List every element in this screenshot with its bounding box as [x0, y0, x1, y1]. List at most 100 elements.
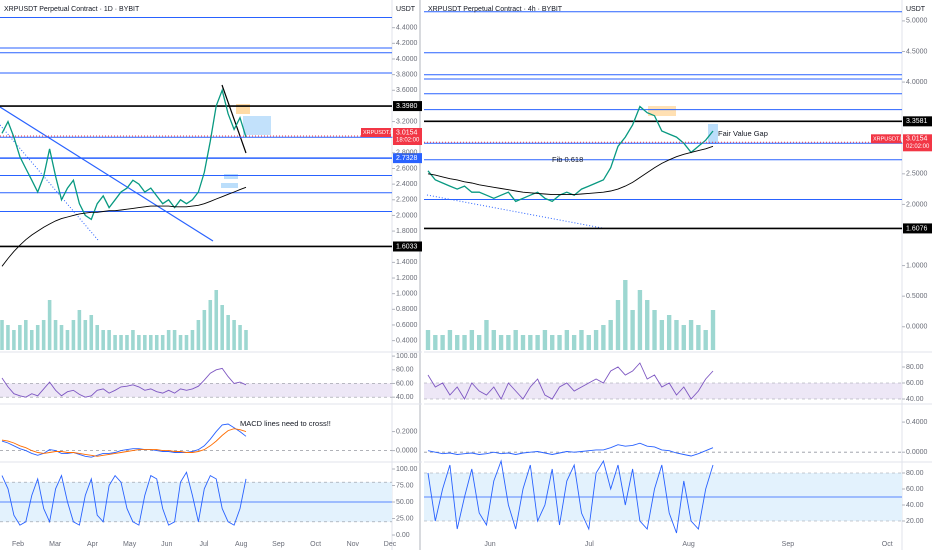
y-tick-label: 60.00: [906, 380, 924, 387]
volume-bar: [119, 335, 123, 350]
volume-bar: [557, 335, 562, 350]
fair-value-gap: [243, 116, 271, 135]
trend-line: [221, 84, 247, 154]
volume-bar: [160, 335, 165, 350]
y-tick-label: 3.2000: [396, 118, 418, 125]
level-label: 3.3980: [396, 103, 418, 110]
fair-value-gap: [708, 124, 718, 144]
volume-bar: [53, 320, 58, 350]
y-tick-label: 100.00: [396, 466, 418, 473]
volume-bar: [220, 305, 224, 350]
volume-bar: [172, 330, 177, 350]
y-tick-label: 1.0000: [906, 262, 928, 269]
volume-bar: [232, 320, 236, 350]
series-line: [1, 471, 247, 526]
volume-bar: [645, 300, 650, 350]
y-tick-label: 1.4000: [396, 259, 418, 266]
y-tick-label: 2.6000: [396, 165, 418, 172]
volume-bar: [196, 320, 201, 350]
volume-bar: [6, 325, 10, 350]
volume-bar: [89, 315, 94, 350]
volume-bar: [226, 315, 230, 350]
fair-value-gap: [221, 183, 238, 188]
y-tick-label: 2.4000: [396, 181, 418, 188]
y-tick-label: 0.5000: [906, 293, 928, 300]
y-tick-label: 0.0000: [906, 449, 928, 456]
volume-bar: [425, 330, 431, 350]
y-tick-label: 1.2000: [396, 275, 418, 282]
volume-bar: [652, 310, 657, 350]
x-tick-label: Sep: [782, 541, 795, 548]
volume-bar: [202, 310, 207, 350]
volume-bar: [148, 335, 153, 350]
y-tick-label: 0.4000: [396, 337, 418, 344]
level-tag: [393, 153, 422, 164]
countdown-label: 02:02:00: [906, 144, 930, 150]
chart-title: XRPUSDT Perpetual Contract · 4h · BYBIT: [428, 6, 563, 13]
volume-bar: [506, 335, 511, 350]
level-label: 1.6076: [906, 225, 928, 232]
volume-bar: [535, 335, 540, 350]
y-tick-label: 2.0000: [396, 212, 418, 219]
volume-bar: [433, 335, 438, 350]
level-tag: [903, 223, 932, 234]
series-line: [1, 88, 247, 221]
last-price-label: 3.0154: [906, 136, 928, 143]
volume-bar: [154, 335, 159, 350]
x-tick-label: Dec: [384, 541, 397, 548]
volume-bar: [696, 325, 701, 350]
annotation: MACD lines need to cross!!: [240, 419, 331, 428]
x-tick-label: Jun: [161, 541, 172, 548]
volume-bar: [29, 330, 34, 350]
volume-bar: [630, 310, 635, 350]
volume-bar: [440, 335, 445, 350]
symbol-label: XRPUSDT.P: [873, 136, 904, 142]
y-tick-label: 3.8000: [396, 71, 418, 78]
volume-bar: [476, 335, 482, 350]
y-tick-label: 80.00: [396, 367, 414, 374]
level-label: 2.7328: [396, 155, 418, 162]
axis-title: USDT: [906, 6, 926, 13]
series-line: [1, 367, 247, 398]
x-tick-label: Jul: [585, 541, 594, 548]
volume-bar: [586, 335, 591, 350]
x-tick-label: May: [123, 541, 137, 548]
y-tick-label: 4.2000: [396, 40, 418, 47]
y-tick-label: 3.6000: [396, 87, 418, 94]
volume-bar: [0, 320, 4, 350]
series-line: [427, 145, 714, 196]
volume-bar: [447, 330, 453, 350]
volume-bar: [681, 325, 686, 350]
x-tick-label: Jul: [200, 541, 209, 548]
y-tick-label: 0.00: [396, 532, 410, 539]
symbol-tag: [361, 128, 391, 138]
x-tick-label: Aug: [682, 541, 695, 548]
volume-bar: [184, 335, 189, 350]
volume-bar: [137, 335, 141, 350]
y-tick-label: 4.4000: [396, 25, 418, 32]
price-tag: [393, 128, 422, 146]
volume-bar: [520, 335, 526, 350]
volume-bar: [83, 320, 88, 350]
y-tick-label: 0.8000: [396, 306, 418, 313]
band: [0, 383, 392, 398]
x-tick-label: Jun: [484, 541, 495, 548]
volume-bar: [18, 325, 22, 350]
volume-bar: [47, 300, 52, 350]
x-tick-label: Feb: [12, 541, 24, 548]
volume-bar: [35, 325, 40, 350]
volume-bar: [238, 325, 242, 350]
y-tick-label: 80.00: [906, 364, 924, 371]
volume-bar: [498, 335, 504, 350]
y-tick-label: 2.5000: [906, 171, 928, 178]
volume-bar: [131, 330, 135, 350]
volume-bar: [703, 330, 708, 350]
volume-bar: [601, 325, 606, 350]
y-tick-label: 4.0000: [396, 56, 418, 63]
volume-bar: [208, 300, 213, 350]
level-tag: [393, 101, 422, 112]
y-tick-label: 40.00: [906, 396, 924, 403]
volume-bar: [528, 335, 533, 350]
symbol-tag: [871, 134, 901, 144]
